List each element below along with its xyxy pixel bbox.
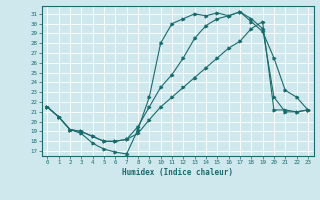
X-axis label: Humidex (Indice chaleur): Humidex (Indice chaleur) [122,168,233,177]
